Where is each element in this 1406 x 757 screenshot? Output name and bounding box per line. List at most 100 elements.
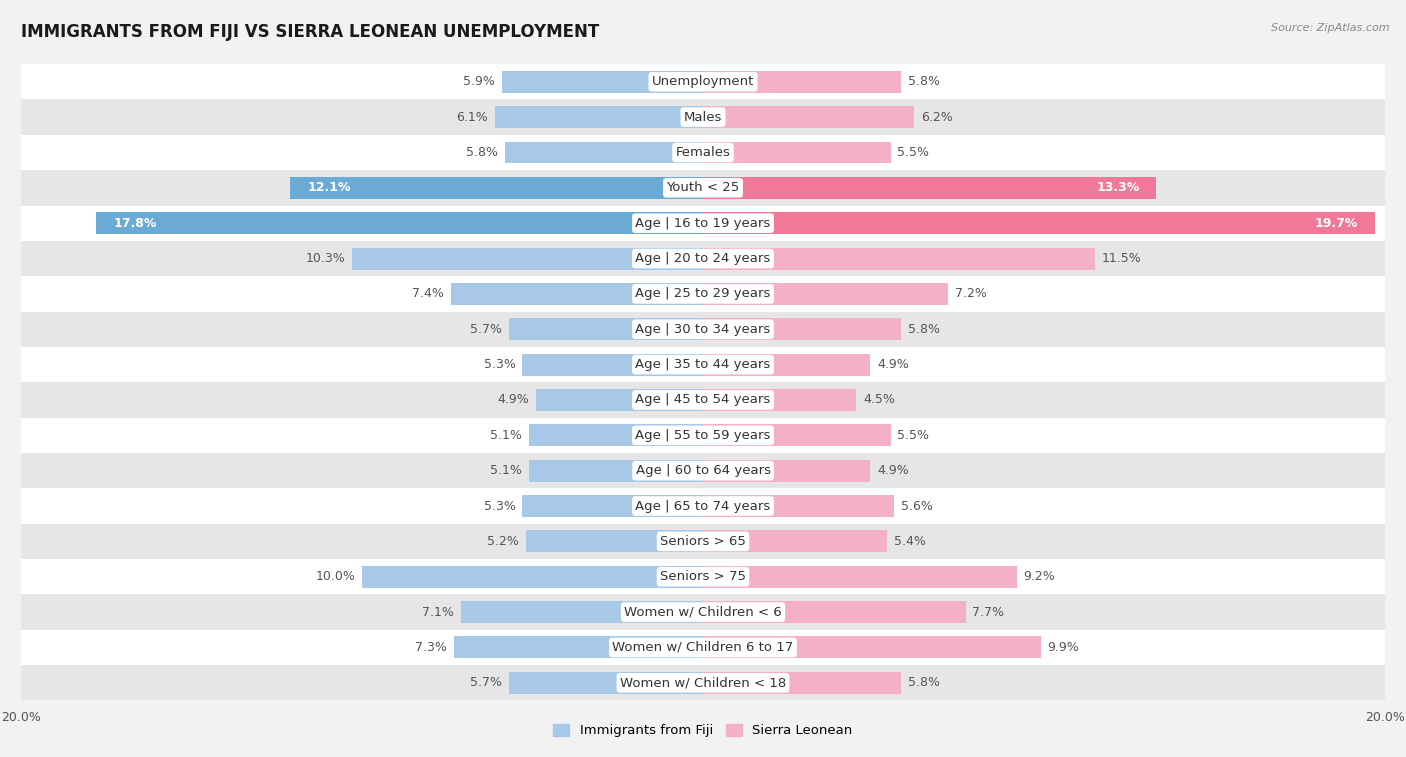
Text: 7.4%: 7.4% xyxy=(412,288,444,301)
Text: 10.0%: 10.0% xyxy=(315,570,356,583)
Bar xyxy=(703,318,901,340)
Bar xyxy=(703,425,890,447)
Bar xyxy=(522,495,703,517)
Bar xyxy=(526,531,703,553)
Bar xyxy=(96,212,703,234)
Bar xyxy=(703,283,949,305)
Text: Age | 65 to 74 years: Age | 65 to 74 years xyxy=(636,500,770,512)
Text: 6.1%: 6.1% xyxy=(457,111,488,123)
Text: Age | 30 to 34 years: Age | 30 to 34 years xyxy=(636,322,770,336)
Text: Women w/ Children < 18: Women w/ Children < 18 xyxy=(620,676,786,690)
Bar xyxy=(21,418,1385,453)
Bar xyxy=(703,106,914,128)
Text: 4.9%: 4.9% xyxy=(877,464,908,477)
Bar xyxy=(703,389,856,411)
Text: 5.9%: 5.9% xyxy=(463,75,495,89)
Bar xyxy=(703,212,1375,234)
Text: 17.8%: 17.8% xyxy=(112,217,156,229)
Text: 10.3%: 10.3% xyxy=(305,252,344,265)
Bar xyxy=(21,453,1385,488)
Bar xyxy=(703,248,1095,269)
Bar xyxy=(703,565,1017,587)
Text: 5.2%: 5.2% xyxy=(486,535,519,548)
Bar xyxy=(703,672,901,693)
Bar xyxy=(529,425,703,447)
Text: 7.7%: 7.7% xyxy=(973,606,1004,618)
Text: Age | 25 to 29 years: Age | 25 to 29 years xyxy=(636,288,770,301)
Bar xyxy=(352,248,703,269)
Text: Source: ZipAtlas.com: Source: ZipAtlas.com xyxy=(1271,23,1389,33)
Bar xyxy=(495,106,703,128)
Text: 5.5%: 5.5% xyxy=(897,428,929,442)
Bar xyxy=(703,495,894,517)
Bar xyxy=(21,524,1385,559)
Bar xyxy=(703,459,870,481)
Bar xyxy=(461,601,703,623)
Bar xyxy=(703,637,1040,659)
Bar xyxy=(21,312,1385,347)
Bar xyxy=(291,177,703,199)
Text: 5.8%: 5.8% xyxy=(908,322,939,336)
Text: Unemployment: Unemployment xyxy=(652,75,754,89)
Text: 5.8%: 5.8% xyxy=(908,75,939,89)
Bar xyxy=(21,64,1385,99)
Text: IMMIGRANTS FROM FIJI VS SIERRA LEONEAN UNEMPLOYMENT: IMMIGRANTS FROM FIJI VS SIERRA LEONEAN U… xyxy=(21,23,599,41)
Text: 5.6%: 5.6% xyxy=(901,500,932,512)
Bar xyxy=(21,665,1385,700)
Bar xyxy=(529,459,703,481)
Text: 9.2%: 9.2% xyxy=(1024,570,1056,583)
Bar xyxy=(21,382,1385,418)
Text: 5.1%: 5.1% xyxy=(491,428,522,442)
Text: Seniors > 65: Seniors > 65 xyxy=(659,535,747,548)
Text: 5.3%: 5.3% xyxy=(484,358,516,371)
Text: Age | 16 to 19 years: Age | 16 to 19 years xyxy=(636,217,770,229)
Bar xyxy=(703,354,870,375)
Text: 6.2%: 6.2% xyxy=(921,111,953,123)
Text: 5.8%: 5.8% xyxy=(467,146,499,159)
Text: 4.9%: 4.9% xyxy=(498,394,529,407)
Text: 11.5%: 11.5% xyxy=(1102,252,1142,265)
Bar xyxy=(509,672,703,693)
Text: Age | 60 to 64 years: Age | 60 to 64 years xyxy=(636,464,770,477)
Text: 4.5%: 4.5% xyxy=(863,394,896,407)
Text: Age | 55 to 59 years: Age | 55 to 59 years xyxy=(636,428,770,442)
Bar xyxy=(21,99,1385,135)
Bar xyxy=(363,565,703,587)
Bar xyxy=(703,601,966,623)
Bar xyxy=(21,630,1385,665)
Text: 5.7%: 5.7% xyxy=(470,676,502,690)
Bar xyxy=(21,205,1385,241)
Text: Males: Males xyxy=(683,111,723,123)
Text: Women w/ Children 6 to 17: Women w/ Children 6 to 17 xyxy=(613,641,793,654)
Text: 12.1%: 12.1% xyxy=(308,182,352,195)
Legend: Immigrants from Fiji, Sierra Leonean: Immigrants from Fiji, Sierra Leonean xyxy=(548,718,858,743)
Bar xyxy=(451,283,703,305)
Text: Age | 35 to 44 years: Age | 35 to 44 years xyxy=(636,358,770,371)
Bar xyxy=(536,389,703,411)
Bar xyxy=(21,276,1385,312)
Bar xyxy=(21,347,1385,382)
Bar xyxy=(21,170,1385,205)
Text: Youth < 25: Youth < 25 xyxy=(666,182,740,195)
Text: 5.7%: 5.7% xyxy=(470,322,502,336)
Bar xyxy=(21,594,1385,630)
Bar xyxy=(502,71,703,93)
Text: Age | 45 to 54 years: Age | 45 to 54 years xyxy=(636,394,770,407)
Text: 7.3%: 7.3% xyxy=(415,641,447,654)
Bar xyxy=(703,71,901,93)
Text: 5.5%: 5.5% xyxy=(897,146,929,159)
Bar xyxy=(505,142,703,164)
Bar xyxy=(21,488,1385,524)
Bar xyxy=(703,142,890,164)
Text: 5.8%: 5.8% xyxy=(908,676,939,690)
Text: Women w/ Children < 6: Women w/ Children < 6 xyxy=(624,606,782,618)
Text: 4.9%: 4.9% xyxy=(877,358,908,371)
Text: 19.7%: 19.7% xyxy=(1315,217,1358,229)
Text: 7.2%: 7.2% xyxy=(955,288,987,301)
Bar xyxy=(703,531,887,553)
Bar xyxy=(21,559,1385,594)
Text: 13.3%: 13.3% xyxy=(1097,182,1139,195)
Bar xyxy=(21,241,1385,276)
Text: 5.3%: 5.3% xyxy=(484,500,516,512)
Text: 7.1%: 7.1% xyxy=(422,606,454,618)
